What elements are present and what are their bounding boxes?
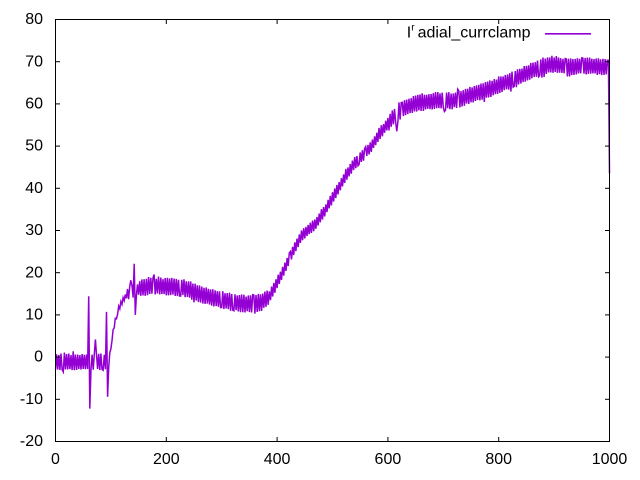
svg-text:400: 400 [264,451,291,468]
svg-text:80: 80 [25,11,43,28]
svg-text:0: 0 [51,451,60,468]
svg-text:200: 200 [153,451,180,468]
svg-text:70: 70 [25,53,43,70]
svg-text:800: 800 [485,451,512,468]
svg-text:1000: 1000 [592,451,628,468]
svg-text:30: 30 [25,222,43,239]
svg-text:40: 40 [25,180,43,197]
svg-text:-20: -20 [20,433,43,450]
svg-text:600: 600 [375,451,402,468]
svg-text:60: 60 [25,96,43,113]
svg-text:20: 20 [25,264,43,281]
svg-text:-10: -10 [20,391,43,408]
svg-text:50: 50 [25,138,43,155]
svg-text:0: 0 [34,349,43,366]
svg-text:10: 10 [25,307,43,324]
